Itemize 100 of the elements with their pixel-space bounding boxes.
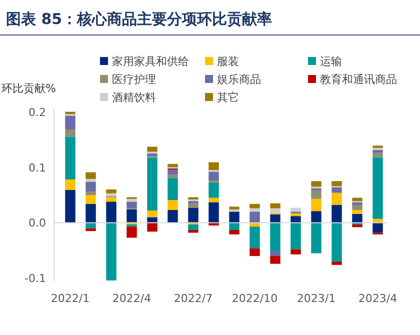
bar: [126, 224, 137, 227]
y-tick-label: 0.0: [28, 216, 46, 230]
bar: [372, 222, 383, 233]
bar: [126, 198, 137, 202]
bar: [352, 214, 362, 223]
y-axis-title: 环比贡献%: [2, 82, 56, 95]
bar: [270, 203, 280, 208]
bar: [208, 172, 219, 181]
bar: [147, 158, 158, 211]
bar: [188, 208, 198, 223]
bar: [168, 164, 178, 168]
bar: [372, 157, 383, 219]
bar: [250, 226, 260, 248]
bar: [270, 251, 280, 256]
bar: [250, 208, 260, 212]
legend-label: 运输: [320, 55, 342, 68]
bar: [229, 230, 240, 234]
bar: [106, 202, 116, 223]
bar: [188, 203, 198, 208]
bar: [65, 130, 76, 137]
bar: [311, 190, 322, 199]
chart-title: 图表 85：核心商品主要分项环比贡献率: [6, 10, 272, 28]
bar: [332, 204, 342, 223]
bar: [106, 197, 116, 202]
y-tick-label: 0.2: [28, 106, 46, 119]
bar: [65, 179, 76, 190]
bar: [311, 211, 322, 223]
bar: [270, 214, 280, 223]
bar: [168, 174, 178, 178]
bar: [250, 204, 260, 208]
bar: [332, 262, 342, 265]
legend-label: 服装: [217, 55, 239, 68]
legend-label: 医疗护理: [112, 73, 156, 86]
bar: [290, 216, 301, 223]
x-tick-label: 2022/10: [232, 292, 278, 305]
bar: [290, 222, 301, 250]
bar: [332, 181, 342, 186]
bar: [147, 210, 158, 218]
bar: [106, 222, 116, 280]
bar: [352, 204, 362, 210]
bar: [352, 210, 362, 214]
bar: [86, 172, 96, 179]
bar: [208, 198, 219, 202]
bar: [229, 222, 240, 230]
bar: [311, 181, 322, 187]
bar: [168, 200, 178, 210]
y-tick-label: 0.1: [28, 161, 46, 174]
bar: [168, 169, 178, 174]
bar: [86, 192, 96, 195]
bar: [372, 150, 383, 153]
bar: [86, 228, 96, 232]
bar: [188, 230, 198, 233]
legend-label: 教育和通讯商品: [320, 73, 397, 86]
bar: [270, 208, 280, 213]
bar: [352, 224, 362, 228]
bar: [168, 178, 178, 200]
bar: [270, 256, 280, 264]
bar: [352, 202, 362, 205]
bar: [250, 248, 260, 256]
bar: [290, 213, 301, 216]
bar: [332, 187, 342, 193]
bar: [147, 217, 158, 223]
bar: [126, 209, 137, 223]
bar: [147, 153, 158, 156]
bar: [65, 136, 76, 180]
bar: [229, 212, 240, 223]
legend-label: 酒精饮料: [112, 91, 156, 104]
bar: [229, 209, 240, 212]
legend-label: 家用家具和供给: [112, 55, 189, 68]
bar: [332, 222, 342, 262]
x-tick-label: 2022/4: [112, 292, 152, 305]
x-tick-label: 2023/1: [296, 292, 336, 305]
y-tick-label: -0.1: [24, 272, 46, 286]
bar: [86, 195, 96, 204]
bar: [352, 198, 362, 202]
bar: [147, 146, 158, 152]
bar: [208, 162, 219, 170]
bar: [290, 249, 301, 254]
bar: [106, 193, 116, 196]
bar: [86, 178, 96, 182]
bar: [332, 192, 342, 205]
bar: [147, 222, 158, 232]
bar: [208, 222, 219, 226]
bar: [250, 212, 260, 223]
bar: [229, 206, 240, 210]
bar: [311, 222, 322, 254]
bar: [86, 222, 96, 228]
x-tick-label: 2022/1: [50, 292, 90, 305]
legend-label: 娱乐商品: [217, 73, 261, 86]
bar: [311, 198, 322, 212]
bar: [126, 226, 137, 238]
bar: [290, 208, 301, 212]
bar: [208, 182, 219, 198]
bar: [65, 190, 76, 223]
x-tick-label: 2023/4: [358, 292, 398, 305]
bar: [86, 204, 96, 223]
x-tick-label: 2022/7: [174, 292, 213, 305]
bar: [106, 189, 116, 194]
legend-label: 其它: [217, 91, 239, 104]
bar: [250, 222, 260, 227]
